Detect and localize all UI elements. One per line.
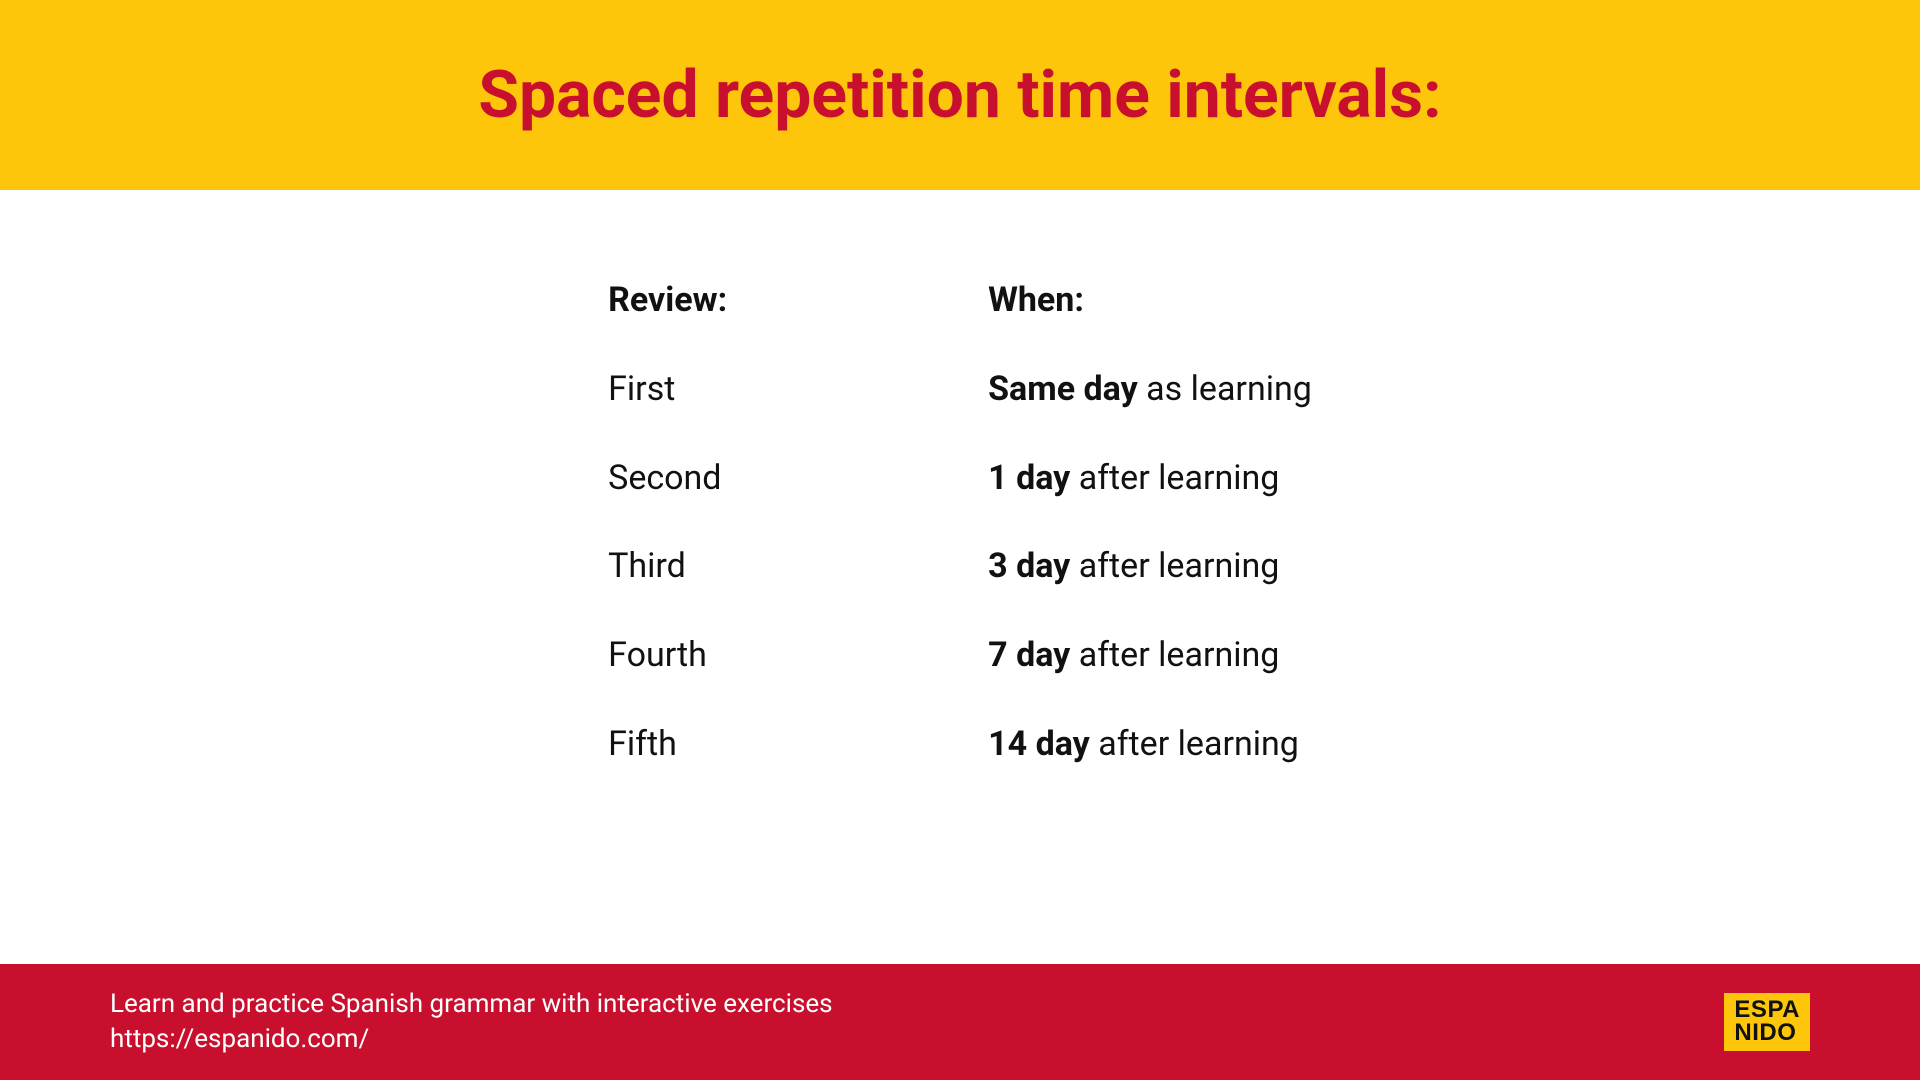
when-rest: as learning (1138, 369, 1312, 409)
when-bold: 3 day (988, 546, 1070, 586)
when-bold: 1 day (988, 458, 1070, 498)
column-header-review: Review: (608, 280, 988, 321)
footer-line2: https://espanido.com/ (110, 1022, 833, 1057)
brand-logo: ESPA NIDO (1724, 993, 1810, 1051)
table-row-review: Third (608, 546, 988, 587)
table-row-when: 3 day after learning (988, 546, 1312, 587)
when-rest: after learning (1070, 546, 1279, 586)
table-row-review: Second (608, 458, 988, 499)
table-row-review: Fifth (608, 724, 988, 765)
logo-line2: NIDO (1734, 1022, 1796, 1045)
when-rest: after learning (1090, 724, 1299, 764)
table-row-when: 14 day after learning (988, 724, 1312, 765)
footer-line1: Learn and practice Spanish grammar with … (110, 987, 833, 1022)
when-rest: after learning (1070, 458, 1279, 498)
footer-banner: Learn and practice Spanish grammar with … (0, 964, 1920, 1080)
when-bold: Same day (988, 369, 1138, 409)
table-row-review: First (608, 369, 988, 410)
intervals-table: Review: When: First Same day as learning… (608, 280, 1312, 765)
table-row-when: 7 day after learning (988, 635, 1312, 676)
column-header-when: When: (988, 280, 1312, 321)
table-row-when: Same day as learning (988, 369, 1312, 410)
page-title: Spaced repetition time intervals: (478, 57, 1441, 134)
when-bold: 7 day (988, 635, 1070, 675)
table-row-when: 1 day after learning (988, 458, 1312, 499)
footer-text: Learn and practice Spanish grammar with … (110, 987, 833, 1057)
header-banner: Spaced repetition time intervals: (0, 0, 1920, 190)
table-row-review: Fourth (608, 635, 988, 676)
when-rest: after learning (1070, 635, 1279, 675)
when-bold: 14 day (988, 724, 1090, 764)
content-area: Review: When: First Same day as learning… (0, 190, 1920, 765)
